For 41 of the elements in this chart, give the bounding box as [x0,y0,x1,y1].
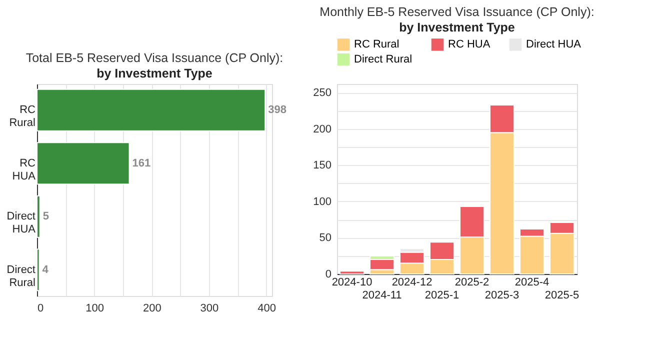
y-tick-label: 250 [313,87,332,100]
x-tick-label: 100 [86,302,104,314]
legend-label: Direct Rural [354,54,412,66]
bar [36,142,130,185]
x-tick-label: 300 [200,302,219,314]
y-tick-label: RC Rural [9,104,36,130]
legend-label: Direct HUA [526,38,582,51]
legend-label: RC Rural [354,38,400,51]
x-tick-label: 2025-1 [424,290,460,302]
chart-title: Total EB-5 Reserved Visa Issuance (CP Only): [26,51,284,65]
x-tick-label: 2024-10 [332,276,372,288]
chart-subtitle: by Investment Type [399,20,515,34]
x-tick-label: 2025-2 [454,276,490,288]
y-tick-label: Direct Rural [6,264,36,289]
legend-label: RC HUA [448,38,491,51]
bar [340,270,364,274]
x-tick-label: 2024-11 [362,290,402,302]
x-tick-label: 2025-5 [544,290,580,302]
y-tick-label: 0 [325,268,332,280]
data-label: 398 [268,104,286,116]
x-tick-label: 400 [258,302,276,314]
x-tick-label: 200 [142,302,162,314]
x-tick-label: 0 [38,302,44,314]
y-tick-label: RC HUA [12,157,36,182]
bar [36,195,40,238]
y-tick-label: 150 [313,160,332,172]
bar [370,258,394,270]
y-tick-label: 50 [319,232,332,244]
bar [36,88,266,132]
chart-subtitle: by Investment Type [96,66,212,80]
x-tick-label: 2024-12 [392,276,432,288]
data-label: 4 [42,264,50,276]
chart-title: Monthly EB-5 Reserved Visa Issuance (CP Only): [320,5,594,19]
y-tick-label: 200 [313,123,332,136]
data-label: 161 [132,157,151,170]
y-tick-label: 100 [313,196,332,208]
y-tick-label: Direct HUA [6,210,36,236]
x-tick-label: 2025-3 [484,290,520,302]
bar [36,248,40,292]
x-tick-label: 2025-4 [514,276,550,288]
data-label: 5 [42,210,49,223]
